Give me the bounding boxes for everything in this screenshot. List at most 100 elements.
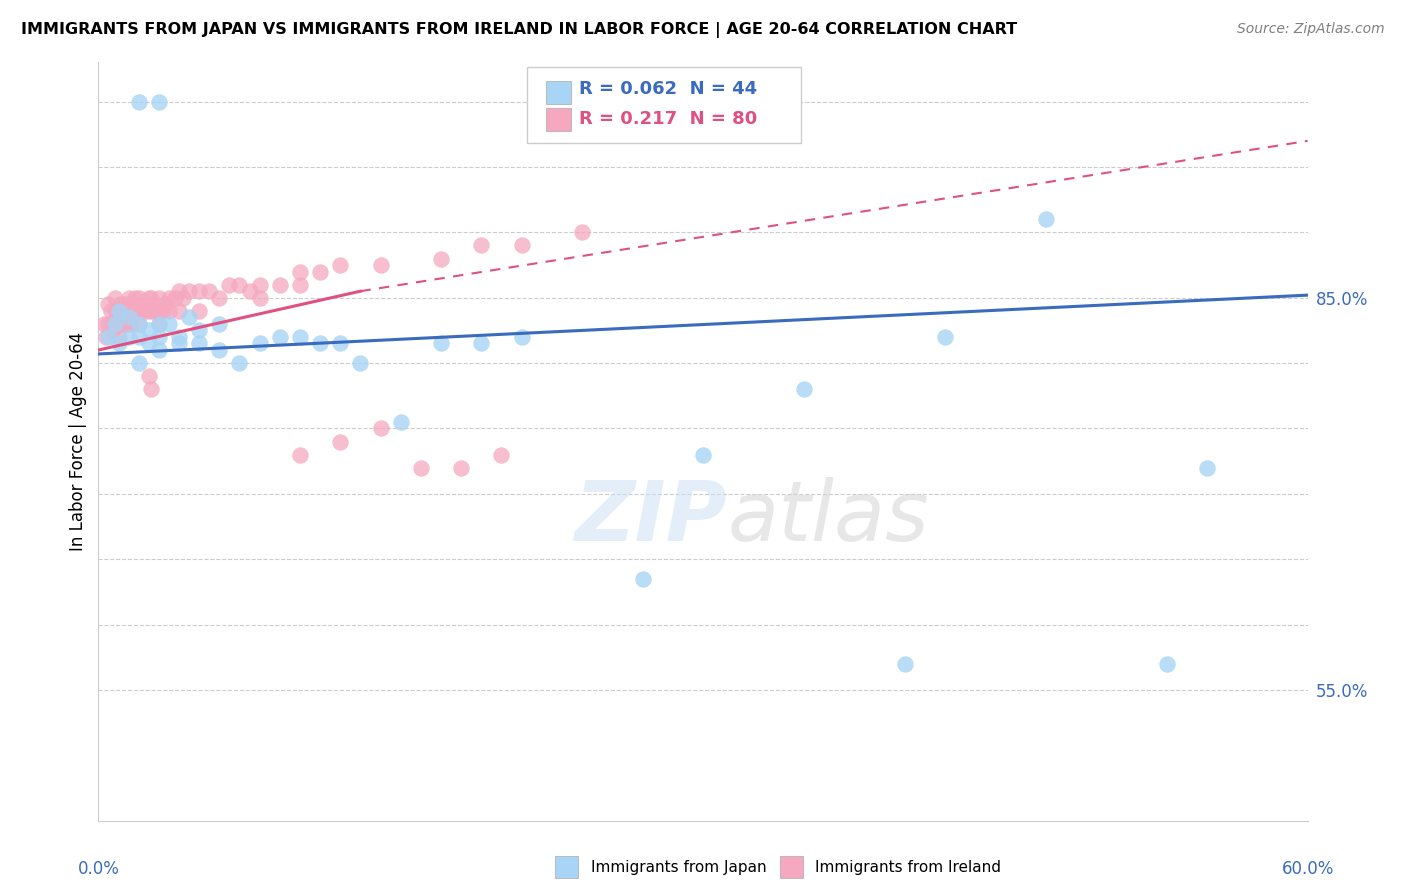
Point xyxy=(142,303,165,318)
Point xyxy=(118,291,141,305)
Point xyxy=(124,303,146,318)
Point xyxy=(934,330,956,344)
Point xyxy=(124,291,146,305)
Point xyxy=(198,284,221,298)
Point xyxy=(138,323,160,337)
Point xyxy=(249,336,271,351)
Point xyxy=(103,303,125,318)
Point xyxy=(370,421,392,435)
Point xyxy=(148,303,170,318)
Point xyxy=(172,291,194,305)
Point xyxy=(138,336,160,351)
Point xyxy=(148,343,170,357)
Point xyxy=(135,297,157,311)
Point xyxy=(228,277,250,292)
Point xyxy=(329,336,352,351)
Point xyxy=(132,297,155,311)
Point xyxy=(249,277,271,292)
Point xyxy=(128,95,150,109)
Point xyxy=(288,264,311,278)
Point xyxy=(430,336,453,351)
Point xyxy=(118,310,141,325)
Text: ZIP: ZIP xyxy=(575,477,727,558)
Point xyxy=(120,297,142,311)
Point xyxy=(239,284,262,298)
Point xyxy=(1156,657,1178,671)
Point xyxy=(329,434,352,449)
Point xyxy=(179,284,201,298)
Point xyxy=(309,336,332,351)
Point xyxy=(491,448,513,462)
Point xyxy=(309,264,332,278)
Text: Source: ZipAtlas.com: Source: ZipAtlas.com xyxy=(1237,22,1385,37)
Text: atlas: atlas xyxy=(727,477,929,558)
Point xyxy=(107,336,129,351)
Point xyxy=(269,330,291,344)
Point xyxy=(288,330,311,344)
Point xyxy=(97,297,120,311)
Text: IMMIGRANTS FROM JAPAN VS IMMIGRANTS FROM IRELAND IN LABOR FORCE | AGE 20-64 CORR: IMMIGRANTS FROM JAPAN VS IMMIGRANTS FROM… xyxy=(21,22,1017,38)
Point xyxy=(188,303,211,318)
Text: Immigrants from Japan: Immigrants from Japan xyxy=(591,860,766,874)
Point xyxy=(138,369,160,384)
Point xyxy=(288,277,311,292)
Point xyxy=(93,317,115,331)
Point xyxy=(157,303,180,318)
Point xyxy=(128,303,150,318)
Point xyxy=(107,303,129,318)
Point xyxy=(470,336,492,351)
Point xyxy=(329,258,352,272)
Point xyxy=(128,317,150,331)
Point xyxy=(114,297,136,311)
Text: Immigrants from Ireland: Immigrants from Ireland xyxy=(815,860,1001,874)
Point xyxy=(143,303,166,318)
Point xyxy=(100,303,122,318)
Point xyxy=(107,303,129,318)
Point xyxy=(125,303,148,318)
Point xyxy=(167,330,190,344)
Point xyxy=(121,303,143,318)
Point xyxy=(793,382,815,396)
Point xyxy=(148,291,170,305)
Point xyxy=(288,448,311,462)
Point xyxy=(153,297,176,311)
Point xyxy=(430,252,453,266)
Point xyxy=(96,330,118,344)
Point xyxy=(167,303,190,318)
Point xyxy=(148,317,170,331)
Point xyxy=(450,460,472,475)
Point xyxy=(138,291,160,305)
Point xyxy=(510,330,533,344)
Point xyxy=(389,415,412,429)
Point xyxy=(128,330,150,344)
Point xyxy=(208,291,231,305)
Point xyxy=(107,317,129,331)
Point xyxy=(103,317,125,331)
Point xyxy=(179,310,201,325)
Point xyxy=(167,336,190,351)
Point xyxy=(97,330,120,344)
Point xyxy=(107,330,129,344)
Text: R = 0.062  N = 44: R = 0.062 N = 44 xyxy=(579,80,758,98)
Point xyxy=(111,303,134,318)
Point xyxy=(129,303,152,318)
Point xyxy=(101,323,124,337)
Point xyxy=(134,303,156,318)
Point xyxy=(128,356,150,370)
Point xyxy=(105,310,128,325)
Point xyxy=(571,226,593,240)
Point xyxy=(228,356,250,370)
Point xyxy=(163,291,186,305)
Point xyxy=(118,317,141,331)
Point xyxy=(138,303,160,318)
Point xyxy=(349,356,371,370)
Point xyxy=(188,284,211,298)
Point xyxy=(631,572,654,586)
Point xyxy=(139,291,162,305)
Point xyxy=(152,303,174,318)
Point xyxy=(157,291,180,305)
Point xyxy=(188,336,211,351)
Point xyxy=(188,323,211,337)
Point xyxy=(97,317,120,331)
Point xyxy=(370,879,392,892)
